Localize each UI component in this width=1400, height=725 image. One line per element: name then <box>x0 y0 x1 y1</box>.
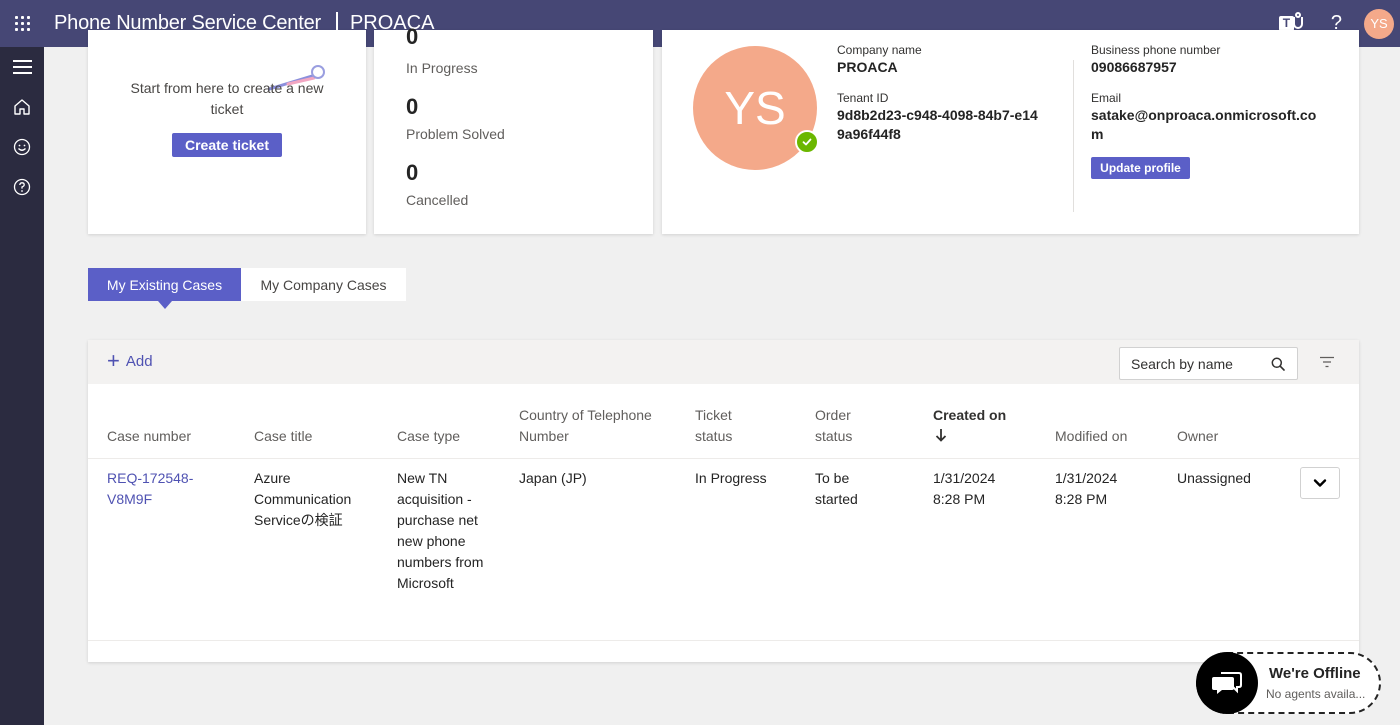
create-ticket-button[interactable]: Create ticket <box>172 133 282 157</box>
in-progress-label: In Progress <box>406 60 478 76</box>
app-launcher-icon[interactable] <box>0 0 44 47</box>
chat-bubble-icon[interactable] <box>1196 652 1258 714</box>
chat-status-subtitle: No agents availa... <box>1266 687 1366 701</box>
email-label: Email <box>1091 91 1122 105</box>
sort-descending-icon <box>935 429 947 442</box>
column-header-owner[interactable]: Owner <box>1177 428 1219 444</box>
created-on-label: Created on <box>933 407 1007 423</box>
tab-my-company-cases[interactable]: My Company Cases <box>241 268 406 301</box>
cancelled-count: 0 <box>406 160 419 185</box>
column-header-ticket-status[interactable]: Ticket status <box>695 407 733 444</box>
help-icon[interactable]: ? <box>1330 12 1342 34</box>
email-value: satake@onproaca.onmicrosoft.com <box>1091 107 1317 142</box>
business-phone-label: Business phone number <box>1091 43 1221 57</box>
company-name-value: PROACA <box>837 59 898 75</box>
column-header-country[interactable]: Country of Telephone Number <box>519 407 652 444</box>
ticket-status-cell: In Progress <box>695 470 767 486</box>
column-header-case-type[interactable]: Case type <box>397 428 461 444</box>
tenant-name: PROACA <box>349 12 435 34</box>
profile-card: YS Company name PROACA Tenant ID 9d8b2d2… <box>662 30 1359 234</box>
country-cell: Japan (JP) <box>519 470 587 486</box>
create-ticket-prompt: Start from here to create a new ticket <box>130 80 324 117</box>
profile-avatar: YS <box>693 46 817 170</box>
hamburger-menu-icon[interactable] <box>0 47 44 87</box>
order-status-cell: To be started <box>815 470 858 507</box>
row-divider <box>88 640 1359 641</box>
modified-on-cell: 1/31/2024 8:28 PM <box>1055 470 1118 507</box>
cancelled-label: Cancelled <box>406 192 469 208</box>
case-type-cell: New TN acquisition - purchase net new ph… <box>397 470 484 591</box>
tenant-id-label: Tenant ID <box>837 91 889 105</box>
tab-my-existing-cases[interactable]: My Existing Cases <box>88 268 241 309</box>
company-name-label: Company name <box>837 43 922 57</box>
owner-cell: Unassigned <box>1177 470 1251 486</box>
grid-toolbar: + Add <box>88 340 1359 384</box>
create-ticket-card: Start from here to create a new ticket C… <box>88 30 366 234</box>
row-expand-button[interactable] <box>1300 467 1340 499</box>
problem-solved-label: Problem Solved <box>406 126 505 142</box>
column-header-case-number[interactable]: Case number <box>107 428 192 444</box>
plus-icon: + <box>107 348 120 373</box>
user-avatar[interactable]: YS <box>1364 8 1394 39</box>
header-divider <box>88 458 1359 459</box>
smiley-icon[interactable] <box>0 127 44 167</box>
help-circle-icon[interactable] <box>0 167 44 207</box>
search-input[interactable] <box>1131 355 1271 372</box>
column-header-created-on[interactable]: Created on <box>933 405 1006 448</box>
app-title: Phone Number Service Center <box>54 12 321 34</box>
business-phone-value: 09086687957 <box>1091 59 1177 75</box>
ticket-illustration-icon <box>268 65 325 91</box>
chat-status-title: We're Offline <box>1269 665 1361 682</box>
left-navigation <box>0 47 44 725</box>
case-title-cell: Azure Communication Serviceの検証 <box>254 470 352 528</box>
search-field[interactable] <box>1119 347 1298 380</box>
add-case-button[interactable]: + Add <box>107 348 153 373</box>
column-header-order-status[interactable]: Order status <box>815 407 853 444</box>
teams-icon[interactable]: T <box>1278 11 1305 35</box>
presence-available-icon <box>795 130 819 154</box>
tenant-id-value: 9d8b2d23-c948-4098-84b7-e149a96f44f8 <box>837 107 1038 142</box>
update-profile-button[interactable]: Update profile <box>1091 157 1190 179</box>
chevron-down-icon <box>1313 479 1327 487</box>
case-tabs: My Existing Cases My Company Cases <box>88 268 406 309</box>
search-icon[interactable] <box>1271 357 1285 371</box>
column-header-modified-on[interactable]: Modified on <box>1055 428 1128 444</box>
cases-grid: + Add Case number Case title Case type C… <box>88 340 1359 662</box>
title-divider <box>335 11 338 36</box>
in-progress-count: 0 <box>406 24 419 49</box>
ticket-stats-card: 0 In Progress 0 Problem Solved 0 Cancell… <box>374 24 653 234</box>
filter-icon[interactable] <box>1319 356 1335 368</box>
profile-divider <box>1073 60 1074 212</box>
add-label: Add <box>125 352 153 370</box>
column-header-case-title[interactable]: Case title <box>254 428 313 444</box>
problem-solved-count: 0 <box>406 94 419 119</box>
created-on-cell: 1/31/2024 8:28 PM <box>933 470 996 507</box>
case-number-link[interactable]: REQ-172548-V8M9F <box>107 470 194 507</box>
home-icon[interactable] <box>0 87 44 127</box>
